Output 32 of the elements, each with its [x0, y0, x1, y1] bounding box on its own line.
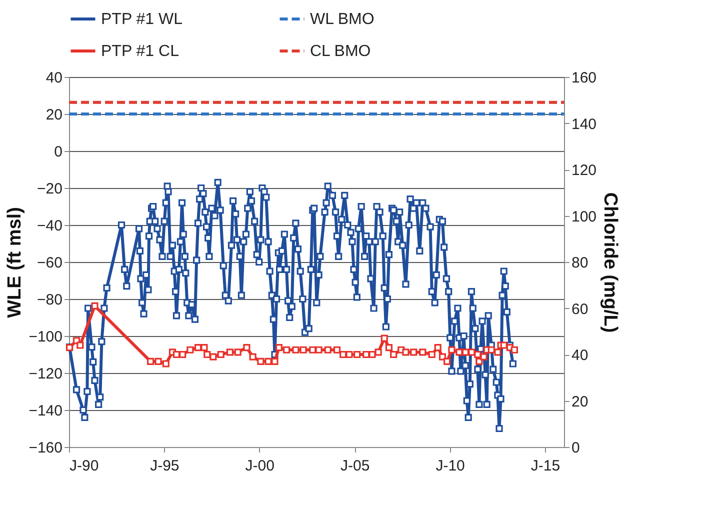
x-tick-label: J-00	[245, 458, 274, 474]
y2-tick-label: 140	[572, 116, 597, 133]
y-tick-label: 40	[46, 70, 62, 86]
legend-label: PTP #1 WL	[101, 11, 183, 28]
y2-tick-label: 160	[572, 70, 597, 86]
x-tick-label: J-95	[150, 458, 180, 474]
legend-label: PTP #1 CL	[101, 43, 180, 60]
y-tick-label: −100	[28, 328, 62, 346]
legend-label: WL BMO	[310, 11, 374, 28]
y2-tick-label: 0	[572, 440, 580, 456]
y2-tick-label: 40	[572, 347, 588, 364]
x-tick-label: J-10	[436, 458, 465, 474]
y-tick-label: 20	[46, 106, 62, 124]
legend-label: CL BMO	[310, 43, 371, 60]
y2-tick-label: 20	[572, 393, 588, 410]
y-tick-label: −20	[37, 180, 62, 198]
y-tick-label: 0	[54, 144, 62, 160]
y-axis-title: WLE (ft msl)	[4, 207, 26, 318]
y2-tick-label: 60	[572, 300, 588, 318]
y-tick-label: −120	[28, 366, 62, 382]
y2-tick-label: 100	[572, 208, 597, 226]
y-tick-label: −160	[28, 440, 62, 456]
y-tick-label: −140	[28, 402, 62, 420]
x-tick-label: J-90	[70, 458, 99, 474]
y2-tick-label: 80	[572, 254, 588, 272]
x-tick-label: J-15	[530, 458, 560, 474]
y2-tick-label: 120	[572, 162, 597, 179]
x-tick-label: J-05	[340, 458, 370, 474]
y2-axis-title: Chloride (mg/L)	[600, 192, 621, 333]
y-tick-label: −40	[37, 218, 62, 234]
y-tick-label: −60	[37, 254, 62, 272]
y-tick-label: −80	[37, 292, 62, 308]
